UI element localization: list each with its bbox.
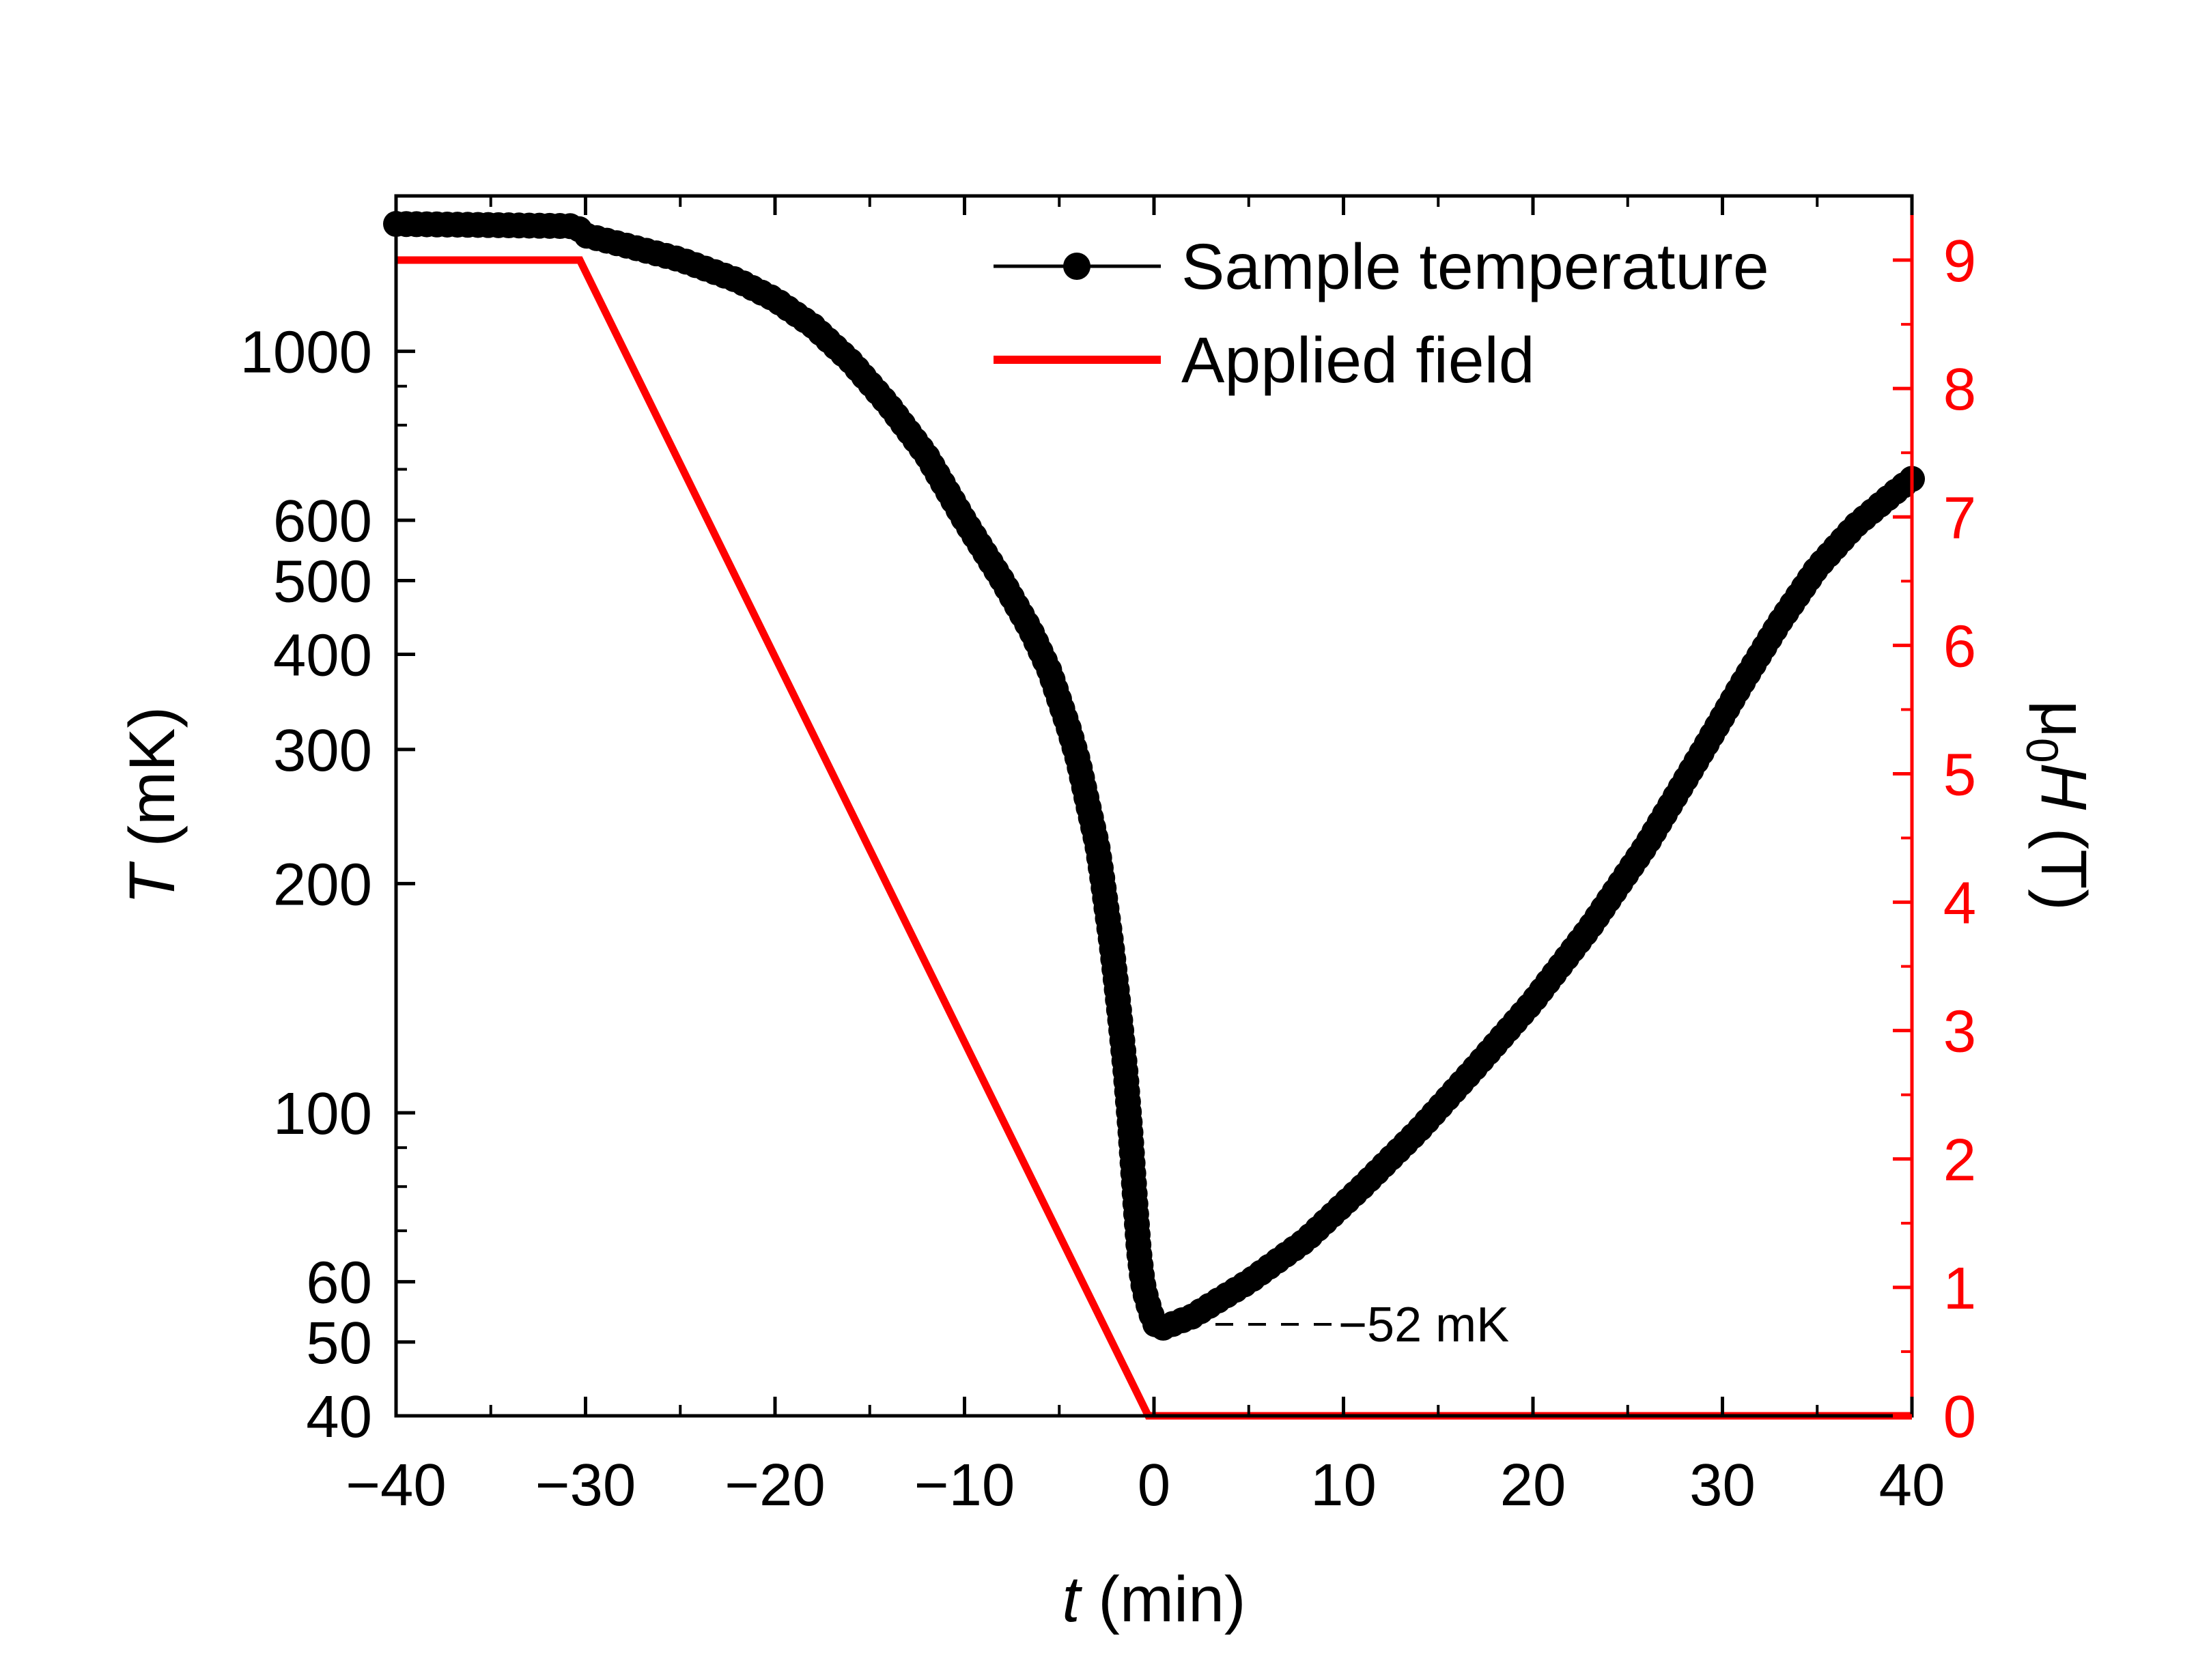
legend-temperature-marker: [1063, 253, 1090, 280]
legend: Sample temperature Applied field: [994, 231, 1769, 397]
applied-field-line: [396, 256, 1912, 1420]
legend-temperature-label: Sample temperature: [1181, 231, 1769, 303]
x-tick-label: 40: [1879, 1452, 1945, 1518]
y-left-tick-label: 400: [273, 623, 372, 689]
x-tick-label: −10: [914, 1452, 1015, 1518]
x-tick-label: −30: [535, 1452, 636, 1518]
y-left-tick-label: 60: [306, 1250, 372, 1316]
x-tick-label: 10: [1310, 1452, 1377, 1518]
plot-frame: [394, 194, 1914, 1418]
legend-field-label: Applied field: [1181, 324, 1535, 397]
field-layer: [396, 256, 1912, 1420]
y-left-tick-label: 50: [306, 1310, 372, 1376]
y-right-tick-label: 5: [1943, 741, 1976, 808]
x-tick-label: −40: [346, 1452, 447, 1518]
y-right-tick-label: 9: [1943, 228, 1976, 294]
y-left-tick-label: 40: [306, 1384, 372, 1450]
y-right-tick-label: 2: [1943, 1127, 1976, 1193]
y-left-tick-label: 600: [273, 488, 372, 554]
annotation-label: −52 mK: [1338, 1298, 1509, 1352]
y-left-tick-label: 300: [273, 717, 372, 784]
tick-layer: −40 −30 −20 −10 0 10 20 30 404050601002003004005…: [240, 196, 1976, 1518]
x-tick-label: 30: [1689, 1452, 1756, 1518]
y-axis-right-title: μ0H (T): [2017, 700, 2100, 911]
minimum-annotation: −52 mK: [1215, 1298, 1509, 1352]
y-axis-left-title: T (mK): [116, 707, 188, 905]
y-right-tick-label: 4: [1943, 870, 1976, 937]
y-right-tick-label: 1: [1943, 1255, 1976, 1322]
temperature-layer: [383, 211, 1925, 1341]
x-tick-label: 0: [1138, 1452, 1170, 1518]
y-right-tick-label: 7: [1943, 485, 1976, 551]
y-left-tick-label: 200: [273, 851, 372, 917]
x-axis-title: t (min): [1062, 1563, 1245, 1636]
y-right-tick-label: 0: [1943, 1384, 1976, 1450]
y-right-tick-label: 6: [1943, 613, 1976, 679]
y-left-tick-label: 100: [273, 1081, 372, 1147]
y-left-tick-label: 1000: [240, 319, 372, 386]
y-left-tick-label: 500: [273, 548, 372, 614]
x-tick-label: −20: [724, 1452, 826, 1518]
x-tick-label: 20: [1500, 1452, 1566, 1518]
y-right-tick-label: 8: [1943, 356, 1976, 423]
y-right-tick-label: 3: [1943, 999, 1976, 1065]
